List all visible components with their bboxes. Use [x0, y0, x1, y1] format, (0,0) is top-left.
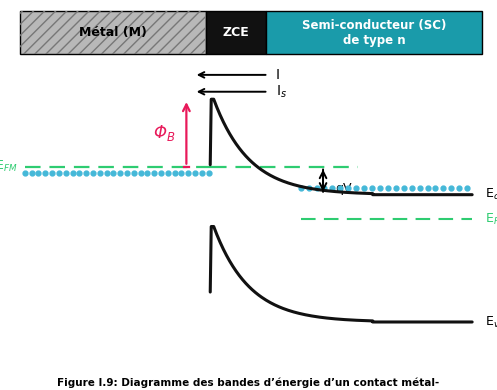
- Text: I: I: [276, 68, 280, 82]
- Text: Semi-conducteur (SC)
de type n: Semi-conducteur (SC) de type n: [302, 18, 446, 47]
- Text: Métal (M): Métal (M): [79, 26, 147, 39]
- Text: E$_{FM}$: E$_{FM}$: [0, 159, 17, 174]
- Text: Φ$_B$: Φ$_B$: [153, 123, 175, 143]
- Bar: [20, 11, 206, 54]
- Text: ZCE: ZCE: [223, 26, 249, 39]
- Text: E$_c$: E$_c$: [485, 187, 497, 202]
- Text: E$_v$: E$_v$: [485, 314, 497, 330]
- Bar: [266, 11, 482, 54]
- Text: E$_{FSC}$: E$_{FSC}$: [485, 211, 497, 227]
- Bar: [206, 11, 266, 54]
- Text: I$_s$: I$_s$: [276, 83, 287, 100]
- Text: Figure I.9: Diagramme des bandes d’énergie d’un contact métal-: Figure I.9: Diagramme des bandes d’énerg…: [57, 378, 440, 388]
- Bar: [20, 11, 206, 54]
- Text: qV: qV: [335, 182, 352, 195]
